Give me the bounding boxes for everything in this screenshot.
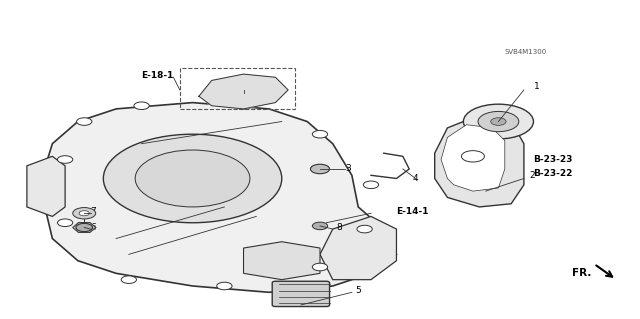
Circle shape xyxy=(312,130,328,138)
Circle shape xyxy=(357,225,372,233)
Text: 7: 7 xyxy=(91,207,97,216)
Text: SVB4M1300: SVB4M1300 xyxy=(505,49,547,55)
Circle shape xyxy=(364,181,379,189)
Text: 2: 2 xyxy=(529,171,534,180)
Polygon shape xyxy=(199,74,288,109)
FancyBboxPatch shape xyxy=(272,281,330,307)
Circle shape xyxy=(58,219,73,226)
Text: 1: 1 xyxy=(534,82,540,91)
Text: E-14-1: E-14-1 xyxy=(396,207,429,216)
Circle shape xyxy=(478,111,519,132)
Circle shape xyxy=(103,134,282,223)
Text: B-23-23: B-23-23 xyxy=(534,155,573,164)
Circle shape xyxy=(236,102,251,109)
Text: 3: 3 xyxy=(346,165,351,174)
Circle shape xyxy=(491,118,506,125)
Text: 4: 4 xyxy=(412,174,418,183)
Circle shape xyxy=(312,263,328,271)
PathPatch shape xyxy=(435,115,524,207)
Text: 8: 8 xyxy=(246,87,252,96)
Circle shape xyxy=(135,150,250,207)
Circle shape xyxy=(79,211,90,216)
Circle shape xyxy=(312,222,328,230)
PathPatch shape xyxy=(320,216,396,280)
Bar xyxy=(180,68,294,109)
Polygon shape xyxy=(73,223,96,233)
Circle shape xyxy=(217,282,232,290)
Text: FR.: FR. xyxy=(572,268,591,278)
Text: B-23-22: B-23-22 xyxy=(534,169,573,178)
Circle shape xyxy=(58,156,73,163)
Circle shape xyxy=(134,102,149,109)
Circle shape xyxy=(463,104,534,139)
Circle shape xyxy=(310,164,330,174)
Circle shape xyxy=(76,223,93,232)
PathPatch shape xyxy=(244,242,320,280)
Circle shape xyxy=(73,208,96,219)
PathPatch shape xyxy=(40,103,396,292)
Text: 6: 6 xyxy=(91,223,97,232)
Circle shape xyxy=(461,151,484,162)
Text: 8: 8 xyxy=(336,223,342,232)
PathPatch shape xyxy=(441,125,505,191)
PathPatch shape xyxy=(27,156,65,216)
Circle shape xyxy=(236,86,251,94)
Text: E-18-1: E-18-1 xyxy=(141,71,174,80)
Circle shape xyxy=(77,118,92,125)
Circle shape xyxy=(121,276,136,284)
Text: 5: 5 xyxy=(355,286,361,295)
